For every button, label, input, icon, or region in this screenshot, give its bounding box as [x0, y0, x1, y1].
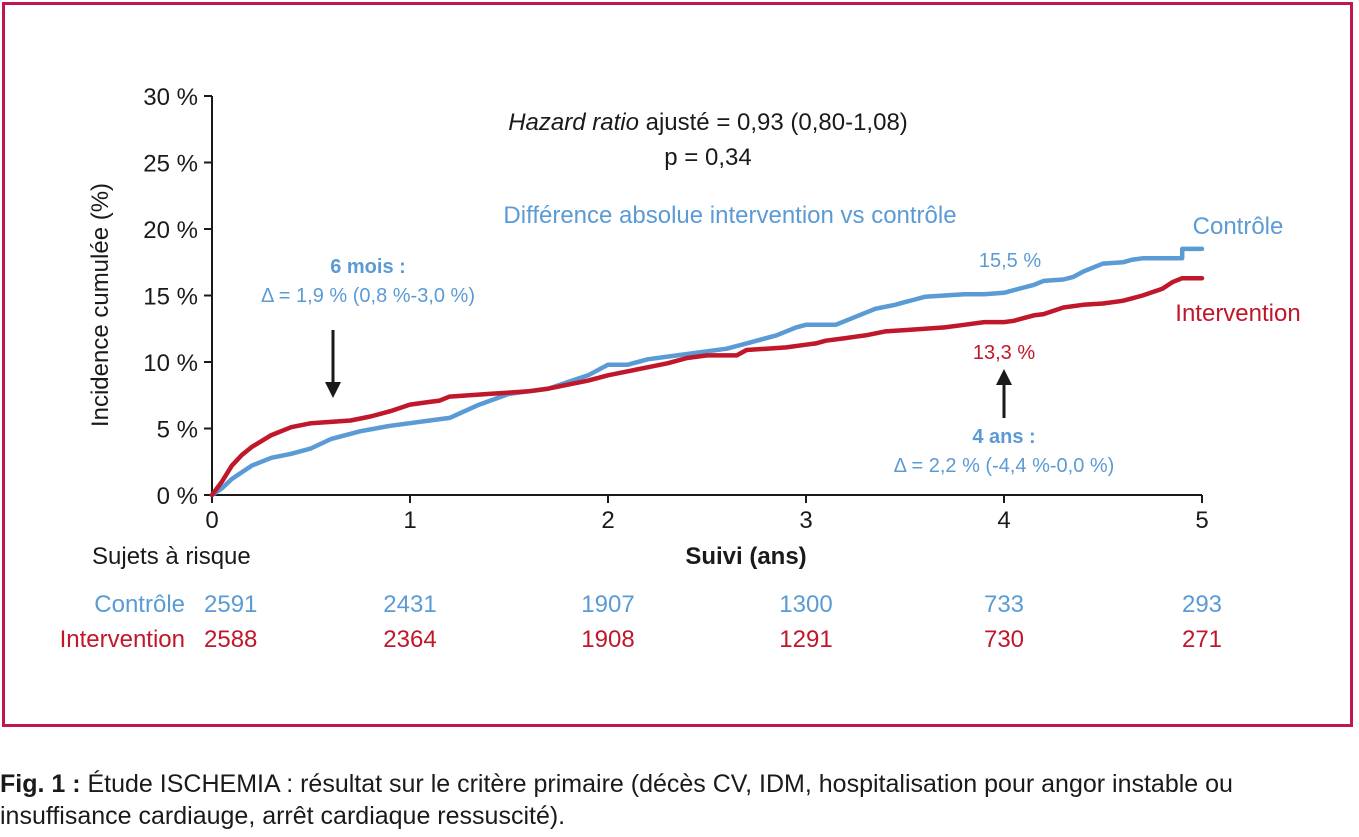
risk-row-label: Intervention [60, 626, 185, 653]
hazard-ratio-italic: Hazard ratio [508, 109, 639, 136]
x-ticks: 0 1 2 3 4 5 [205, 495, 1209, 534]
up-arrow-icon [996, 369, 1012, 418]
six-months-title: 6 mois : [330, 256, 406, 278]
risk-table: Contrôle 2591 2431 1907 1300 733 293 Interventi… [60, 591, 1222, 653]
y-tick-label: 30 % [143, 84, 198, 111]
four-years-delta: Δ = 2,2 % (-4,4 %-0,0 %) [894, 455, 1115, 477]
risk-cell: 293 [1182, 591, 1222, 618]
series-lines [209, 246, 1205, 498]
caption-label: Fig. 1 : [0, 770, 81, 798]
risk-cell: 2591 [204, 591, 257, 618]
risk-cell: 2431 [383, 591, 436, 618]
y-tick-label: 0 % [157, 483, 198, 510]
x-tick-label: 4 [997, 507, 1010, 534]
y-ticks: 0 % 5 % 10 % 15 % 20 % 25 % 30 % [143, 84, 212, 510]
y-axis-label: Incidence cumulée (%) [87, 183, 114, 427]
x-axis-label: Suivi (ans) [685, 543, 806, 570]
risk-cell: 271 [1182, 626, 1222, 653]
x-tick-label: 1 [403, 507, 416, 534]
control-value-label: 15,5 % [979, 250, 1041, 272]
y-tick-label: 5 % [157, 417, 198, 444]
y-tick-label: 25 % [143, 151, 198, 178]
x-tick-label: 0 [205, 507, 218, 534]
series-label-intervention: Intervention [1175, 300, 1300, 327]
down-arrow-icon [325, 330, 341, 398]
y-tick-label: 20 % [143, 217, 198, 244]
difference-header: Différence absolue intervention vs contr… [503, 202, 956, 229]
figure-caption: Fig. 1 : Étude ISCHEMIA : résultat sur l… [0, 768, 1359, 832]
risk-table-header: Sujets à risque [92, 543, 251, 570]
x-tick-label: 2 [601, 507, 614, 534]
kaplan-meier-chart: Hazard ratio ajusté = 0,93 (0,80-1,08) p… [60, 84, 1301, 653]
risk-cell: 1907 [581, 591, 634, 618]
series-line-control [209, 246, 1205, 498]
figure-frame [2, 2, 1353, 727]
risk-row-label: Contrôle [94, 591, 185, 618]
intervention-value-label: 13,3 % [973, 342, 1035, 364]
x-tick-label: 5 [1195, 507, 1208, 534]
six-months-delta: Δ = 1,9 % (0,8 %-3,0 %) [261, 285, 475, 307]
series-line-intervention [209, 275, 1205, 498]
risk-cell: 2588 [204, 626, 257, 653]
x-tick-label: 3 [799, 507, 812, 534]
risk-cell: 2364 [383, 626, 436, 653]
hazard-ratio-text: Hazard ratio ajusté = 0,93 (0,80-1,08) [508, 109, 908, 136]
risk-cell: 730 [984, 626, 1024, 653]
hazard-ratio-value: ajusté = 0,93 (0,80-1,08) [639, 109, 908, 136]
p-value-text: p = 0,34 [664, 144, 751, 171]
risk-cell: 1291 [779, 626, 832, 653]
risk-cell: 1908 [581, 626, 634, 653]
series-label-control: Contrôle [1193, 213, 1284, 240]
y-tick-label: 10 % [143, 350, 198, 377]
y-tick-label: 15 % [143, 284, 198, 311]
risk-cell: 733 [984, 591, 1024, 618]
caption-text: Étude ISCHEMIA : résultat sur le critère… [0, 770, 1233, 830]
four-years-title: 4 ans : [972, 426, 1035, 448]
risk-cell: 1300 [779, 591, 832, 618]
